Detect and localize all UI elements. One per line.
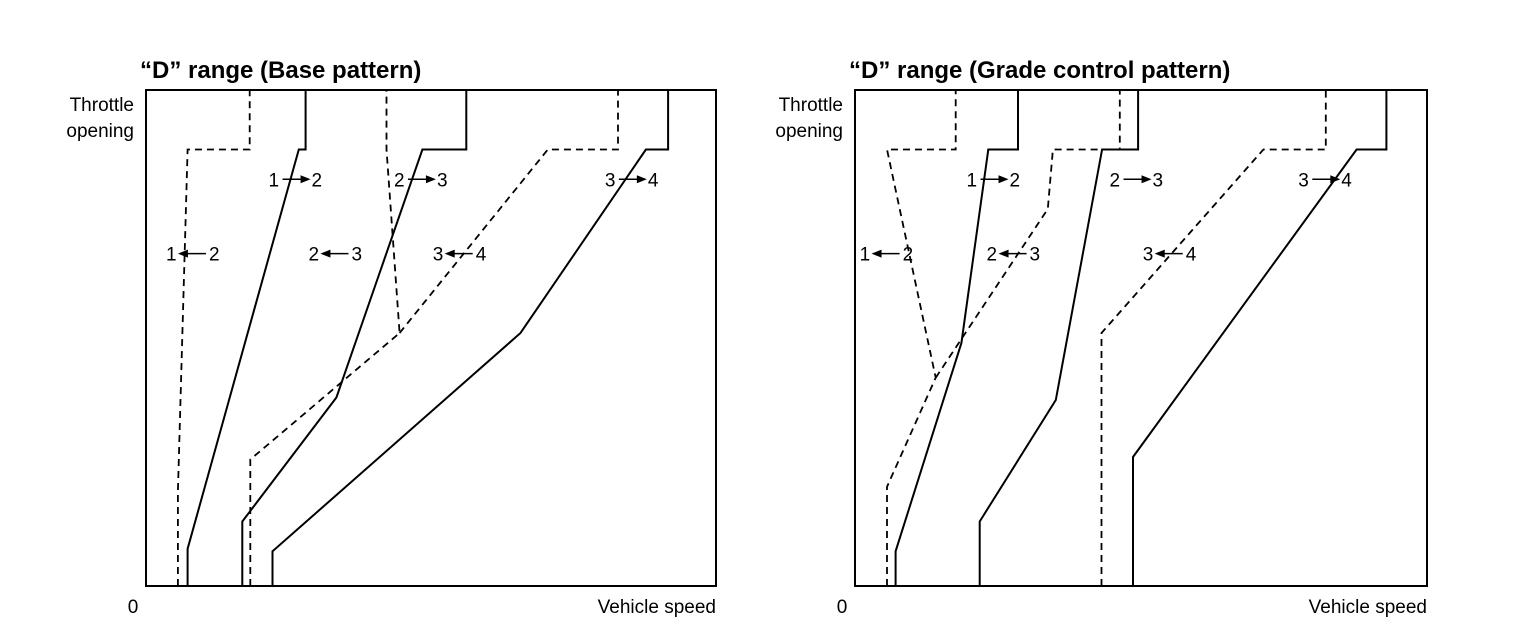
- shift-label-to: 2: [1010, 170, 1021, 191]
- shift-label-from: 2: [987, 245, 998, 266]
- downshift-line-3-4: [398, 90, 619, 334]
- shift-arrow-head: [871, 249, 882, 258]
- shift-arrow-head: [444, 249, 455, 258]
- shift-label-from: 2: [308, 245, 319, 266]
- shift-arrow-head: [425, 175, 436, 184]
- shift-label-from: 3: [433, 245, 444, 266]
- shift-label-to: 4: [1341, 170, 1352, 191]
- shift-label-from: 1: [967, 170, 978, 191]
- shift-label-to: 4: [1186, 245, 1197, 266]
- shift-label-from: 3: [605, 170, 616, 191]
- downshift-line-1-2: [177, 90, 251, 586]
- shift-label-from: 1: [860, 245, 871, 266]
- shift-label-to: 4: [648, 170, 659, 191]
- downshift-line-2-3: [934, 90, 1121, 379]
- shift-label-from: 1: [269, 170, 280, 191]
- downshift-line-3-4: [1100, 90, 1327, 586]
- upshift-line-1-2: [186, 90, 307, 586]
- shift-label-to: 3: [437, 170, 448, 191]
- shift-label-to: 3: [1030, 245, 1041, 266]
- shift-label-to: 3: [351, 245, 362, 266]
- y-axis-label-line-1: Throttle: [70, 95, 134, 116]
- shift-label-from: 2: [1110, 170, 1121, 191]
- y-axis-label-line-2: opening: [775, 121, 843, 142]
- shift-arrow-head: [998, 175, 1009, 184]
- upshift-line-3-4: [1132, 90, 1388, 586]
- upshift-line-3-4: [271, 90, 670, 586]
- downshift-line-2-3: [249, 90, 401, 586]
- shift-arrow-head: [1141, 175, 1152, 184]
- shift-arrow-head: [636, 175, 647, 184]
- shift-arrow-head: [320, 249, 331, 258]
- x-axis-label: Vehicle speed: [598, 597, 716, 618]
- shift-arrow-head: [300, 175, 311, 184]
- shift-label-from: 3: [1143, 245, 1154, 266]
- shift-label-to: 4: [476, 245, 487, 266]
- shift-arrow-head: [1154, 249, 1165, 258]
- shift-label-to: 3: [1153, 170, 1164, 191]
- upshift-line-2-3: [241, 90, 468, 586]
- chart-panel-2: “D” range (Grade control pattern) Throttl…: [775, 57, 1428, 618]
- x-axis-label: Vehicle speed: [1309, 597, 1427, 618]
- y-axis-label-line-2: opening: [66, 121, 134, 142]
- plot-frame: [854, 89, 1428, 587]
- shift-label-from: 2: [394, 170, 405, 191]
- upshift-line-2-3: [978, 90, 1140, 586]
- shift-label-to: 2: [312, 170, 323, 191]
- shift-label-from: 1: [166, 245, 177, 266]
- y-axis-label-line-1: Throttle: [779, 95, 843, 116]
- shift-label-from: 3: [1298, 170, 1309, 191]
- chart-title: “D” range (Base pattern): [140, 57, 421, 84]
- chart-title: “D” range (Grade control pattern): [849, 57, 1230, 84]
- upshift-line-1-2: [894, 90, 1019, 586]
- origin-label: 0: [128, 597, 139, 618]
- shift-arrow-head: [1330, 175, 1341, 184]
- plot-frame: [145, 89, 717, 587]
- shift-label-to: 2: [903, 245, 914, 266]
- downshift-line-1-2: [885, 90, 957, 586]
- shift-arrow-head: [177, 249, 188, 258]
- chart-panel-1: “D” range (Base pattern) Throttle opening V…: [66, 57, 717, 618]
- shift-label-to: 2: [209, 245, 220, 266]
- origin-label: 0: [837, 597, 848, 618]
- shift-arrow-head: [998, 249, 1009, 258]
